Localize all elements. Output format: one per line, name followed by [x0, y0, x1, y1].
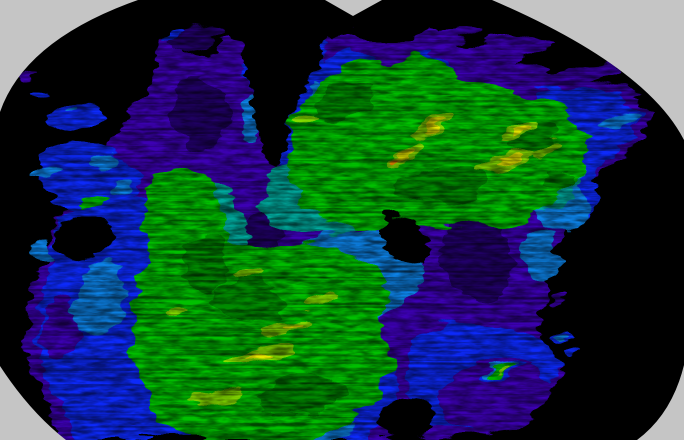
out-of-range-bottom-right	[637, 365, 684, 440]
out-of-range-top-left	[0, 0, 138, 112]
out-of-range-bottom-left	[0, 366, 66, 440]
out-of-range-top-right	[492, 0, 684, 140]
out-of-range-top-center	[325, 0, 382, 16]
